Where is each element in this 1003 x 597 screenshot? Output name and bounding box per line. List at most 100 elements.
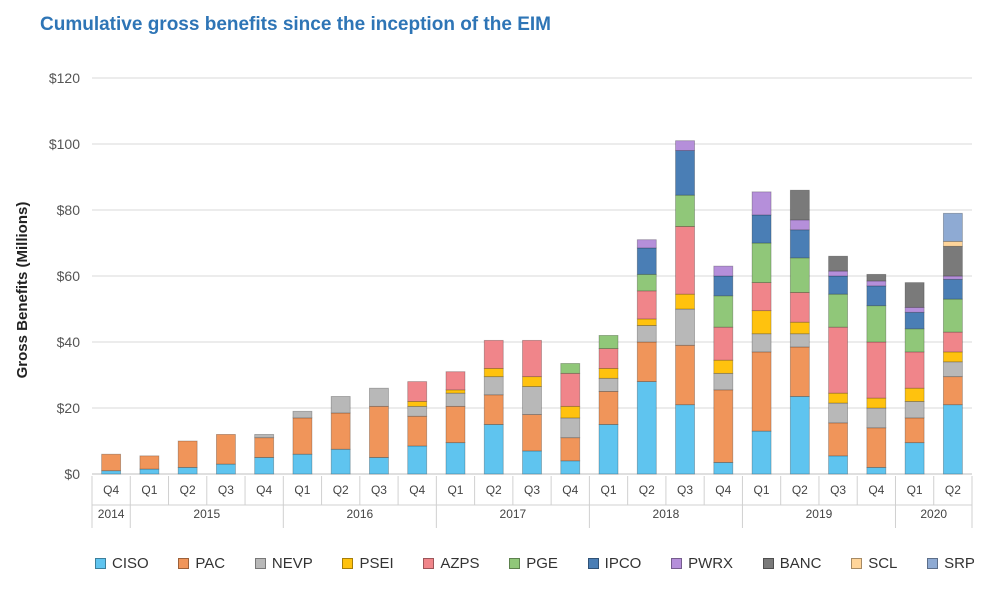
bar-segment-psei [866,397,887,409]
bar-segment-azps [904,351,925,389]
bar-segment-pge [560,363,581,374]
legend-label: CISO [112,554,149,572]
legend-item-pge: PGE [509,555,558,572]
bar-segment-ciso [330,448,351,475]
x-tick-label: Q1 [294,483,310,497]
bar-segment-pac [598,391,619,425]
bar-segment-azps [675,226,695,295]
bar-segment-banc [828,255,848,272]
y-tick-label: $80 [57,202,81,218]
bar-segment-ciso [713,462,734,475]
bar-segment-ciso [866,466,887,475]
bar-segment-ipco [636,247,657,275]
x-tick-label: Q3 [371,483,387,497]
bar-segment-ciso [789,396,810,475]
bar-segment-nevp [598,377,619,392]
bar-segment-ciso [560,460,581,475]
bar-segment-pac [522,414,542,452]
bar-segment-pge [942,298,963,333]
bar-segment-ciso [675,404,695,475]
x-tick-label: Q2 [180,483,196,497]
legend-label: PWRX [688,554,734,572]
y-axis-ticks: $0 $20 $40 $60 $80 $100 $120 [49,70,80,482]
year-label: 2018 [653,507,680,521]
bar-segment-azps [445,371,466,391]
bar-segment-psei [598,367,619,379]
bar-segment-azps [942,331,963,353]
legend-label: SRP [944,554,975,572]
bar-segment-nevp [445,392,466,407]
bar-segment-nevp [522,386,542,415]
bars [101,140,963,475]
bar-segment-pac [560,437,581,462]
legend-item-ipco: IPCO [587,554,642,572]
bar-segment-pac [828,422,848,457]
bar-segment-pac [330,412,351,450]
bar-segment-psei [560,405,581,419]
legend-item-nevp: NEVP [254,555,313,572]
bar-segment-pwrx [942,275,963,280]
bar-segment-pac [713,389,734,463]
bar-segment-pwrx [866,280,887,287]
bar-segment-pac [445,405,466,444]
bar-segment-ciso [904,442,925,475]
bar-segment-banc [866,273,887,282]
bar-segment-pge [675,194,695,227]
bar-segment-psei [942,351,963,363]
x-tick-label: Q3 [830,483,846,497]
x-tick-label: Q4 [715,483,731,497]
bar-segment-pwrx [713,265,734,277]
x-tick-label: Q4 [256,483,272,497]
bar-segment-pac [139,455,160,470]
legend-item-srp: SRP [927,555,975,572]
x-tick-label: Q4 [409,483,425,497]
bar-segment-pac [866,427,887,468]
legend-item-scl: SCL [851,555,897,572]
bar-segment-banc [789,189,810,221]
bar-segment-ipco [866,285,887,307]
bar-segment-nevp [942,361,963,378]
legend-label: IPCO [604,554,642,572]
bar-segment-nevp [560,417,581,439]
bar-segment-ipco [789,229,810,259]
bar-segment-nevp [789,333,810,348]
x-tick-label: Q3 [218,483,234,497]
x-tick-label: Q2 [639,483,655,497]
legend-label: PGE [526,554,558,572]
bar-segment-azps [407,381,428,402]
bar-segment-pac [216,433,236,465]
x-tick-label: Q1 [447,483,463,497]
legend-item-pwrx: PWRX [671,555,733,572]
bar-segment-azps [560,372,581,407]
bar-segment-pac [292,417,313,455]
bar-segment-pge [828,293,848,328]
bar-segment-ciso [483,424,504,475]
bar-segment-ciso [942,404,963,475]
legend-item-ciso: CISO [95,555,149,572]
legend-label: SCL [868,554,898,572]
bar-segment-ciso [216,463,236,475]
bar-segment-psei [483,367,504,378]
bar-segment-pge [866,305,887,343]
bar-segment-pac [904,417,925,444]
bar-segment-ipco [942,278,963,300]
legend-label: BANC [779,554,822,572]
bar-segment-pge [751,242,772,283]
y-tick-label: $40 [57,334,81,350]
x-tick-label: Q2 [945,483,961,497]
bar-segment-psei [828,392,848,404]
x-tick-label: Q1 [754,483,770,497]
bar-segment-pac [483,394,504,425]
bar-segment-pac [177,440,198,468]
legend-swatch [254,557,266,569]
legend-label: PAC [195,554,226,572]
bar-segment-ipco [828,275,848,295]
bar-segment-ciso [751,430,772,475]
bar-segment-pac [675,344,695,406]
bar-segment-nevp [751,333,772,353]
bar-segment-azps [713,326,734,361]
legend-item-psei: PSEI [342,555,394,572]
legend-swatch [851,557,863,569]
bar-segment-srp [942,212,963,242]
legend-swatch [342,557,354,569]
